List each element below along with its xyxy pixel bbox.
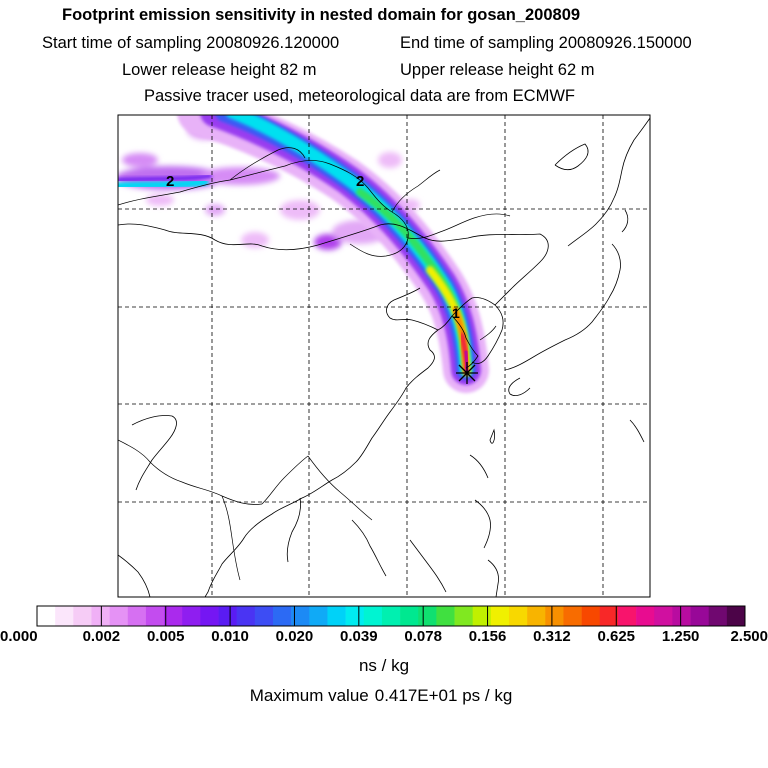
colorbar-tick-label: 0.010 [211, 628, 249, 645]
colorbar-swatch [672, 606, 691, 626]
colorbar-swatch [599, 606, 619, 626]
upper-release-height-label: Upper release height 62 m [400, 61, 595, 79]
colorbar-swatch [617, 606, 637, 626]
colorbar-swatch [345, 606, 365, 626]
colorbar-swatch [73, 606, 92, 626]
colorbar-swatch [254, 606, 274, 626]
colorbar-swatch [55, 606, 74, 626]
maximum-value-prefix: Maximum value [249, 686, 369, 705]
colorbar-swatch [273, 606, 292, 626]
colorbar-tick-label: 1.250 [661, 628, 700, 645]
colorbar-swatch [454, 606, 473, 626]
colorbar-swatch [563, 606, 582, 626]
colorbar-swatch [327, 606, 346, 626]
colorbar-swatch [527, 606, 546, 626]
trajectory-label-2-west: 2 [166, 173, 174, 190]
colorbar-tick-label: 0.156 [468, 628, 507, 645]
colorbar-tick-label: 0.005 [146, 628, 185, 645]
colorbar-swatch [545, 606, 564, 626]
colorbar-swatch [509, 606, 528, 626]
trajectory-label-2: 2 [356, 173, 364, 190]
colorbar-swatch [636, 606, 655, 626]
colorbar-swatch [182, 606, 201, 626]
colorbar-swatch [708, 606, 728, 626]
colorbar-swatch [218, 606, 237, 626]
colorbar-swatch [127, 606, 147, 626]
colorbar [36, 605, 746, 627]
release-point-asterisk-icon [456, 362, 478, 384]
tracer-info-label: Passive tracer used, meteorological data… [144, 87, 575, 105]
colorbar-swatch [418, 606, 437, 626]
map-frame [117, 114, 651, 598]
maximum-value-label: Maximum value 0.417E+01 ps / kg [0, 686, 768, 706]
colorbar-tick-label: 0.000 [0, 628, 38, 645]
colorbar-swatch [436, 606, 455, 626]
end-time-label: End time of sampling 20080926.150000 [400, 34, 692, 52]
colorbar-tick-label: 0.020 [275, 628, 314, 645]
graticule [118, 115, 650, 597]
colorbar-swatch [400, 606, 419, 626]
colorbar-swatch [200, 606, 219, 626]
colorbar-tick-label: 0.625 [597, 628, 636, 645]
colorbar-swatch [145, 606, 165, 626]
colorbar-tick-label: 0.312 [533, 628, 571, 645]
colorbar-swatch [654, 606, 673, 626]
colorbar-units-label: ns / kg [358, 656, 410, 675]
colorbar-swatch [37, 606, 56, 626]
colorbar-swatch [690, 606, 709, 626]
colorbar-swatch [581, 606, 601, 626]
colorbar-swatch [291, 606, 310, 626]
colorbar-swatch [726, 606, 746, 626]
trajectory-label-1: 1 [452, 305, 460, 321]
colorbar-tick-label: 0.078 [404, 628, 442, 645]
national-borders [118, 147, 511, 581]
lower-release-height-label: Lower release height 82 m [122, 61, 317, 79]
coastlines [118, 117, 650, 597]
colorbar-tick-label: 0.002 [82, 628, 121, 645]
colorbar-tick-label: 2.500 [730, 628, 768, 645]
colorbar-swatch [309, 606, 328, 626]
colorbar-swatch [109, 606, 129, 626]
plot-title: Footprint emission sensitivity in nested… [62, 6, 581, 24]
colorbar-swatch [490, 606, 510, 626]
colorbar-swatch [381, 606, 401, 626]
colorbar-swatch [164, 606, 183, 626]
start-time-label: Start time of sampling 20080926.120000 [42, 34, 340, 52]
colorbar-swatch [472, 606, 492, 626]
colorbar-swatch [363, 606, 383, 626]
sensitivity-plume [118, 115, 489, 393]
colorbar-swatch [91, 606, 110, 626]
colorbar-border [36, 605, 746, 627]
maximum-value-number: 0.417E+01 ps / kg [374, 686, 513, 705]
colorbar-swatch [236, 606, 256, 626]
colorbar-tick-label: 0.039 [340, 628, 378, 645]
